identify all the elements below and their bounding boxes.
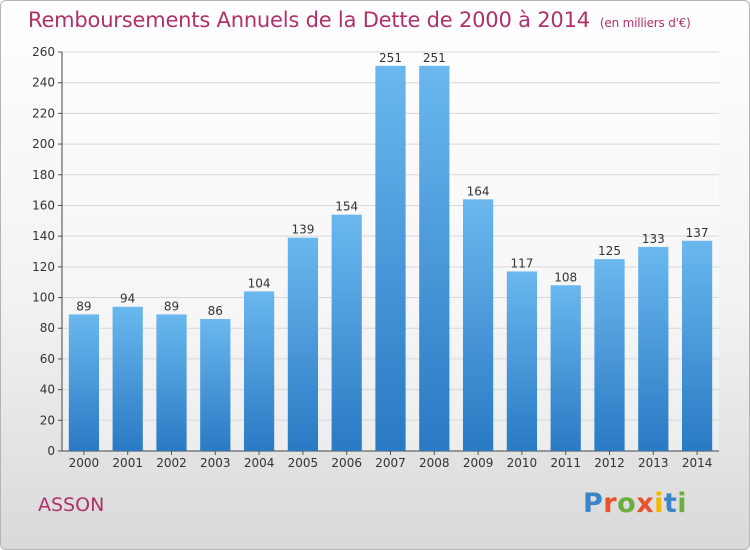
bar-2005	[287, 237, 319, 451]
data-label: 89	[76, 299, 91, 313]
x-tick-label: 2003	[200, 456, 231, 470]
data-label: 117	[510, 256, 533, 270]
x-tick-label: 2010	[507, 456, 538, 470]
bar-2000	[68, 314, 100, 451]
logo-letter: P	[583, 488, 604, 519]
data-label: 104	[248, 276, 271, 290]
y-tick-label: 80	[40, 321, 55, 335]
x-tick-label: 2005	[288, 456, 319, 470]
bar-2011	[550, 285, 581, 451]
data-label: 86	[208, 304, 223, 318]
bar-2001	[112, 306, 143, 451]
y-tick-label: 240	[32, 76, 55, 90]
y-tick-label: 220	[32, 106, 55, 120]
x-tick-label: 2013	[638, 456, 669, 470]
x-tick-label: 2007	[375, 456, 406, 470]
x-tick-label: 2004	[244, 456, 275, 470]
data-label: 133	[642, 232, 665, 246]
data-label: 154	[335, 200, 358, 214]
logo-letter: t	[663, 488, 678, 519]
logo-letter: o	[617, 488, 637, 519]
commune-name: ASSON	[38, 494, 105, 516]
bar-2013	[638, 246, 669, 451]
plot-area: 0 20 40 60 80 100 120 140 160 180 200 220 240 260 89 20…	[32, 45, 719, 470]
data-label: 125	[598, 244, 621, 258]
y-tick-label: 160	[32, 198, 55, 212]
chart-title: Remboursements Annuels de la Dette de 20…	[28, 8, 691, 32]
chart-title-text: Remboursements Annuels de la Dette de 20…	[28, 8, 590, 32]
data-label: 251	[379, 51, 402, 65]
y-tick-label: 60	[40, 352, 55, 366]
y-tick-label: 120	[32, 260, 55, 274]
y-tick-label: 100	[32, 291, 55, 305]
logo-letter: i	[677, 488, 688, 519]
logo-letter: i	[654, 488, 664, 519]
bar-2010	[506, 271, 538, 451]
bar-2008	[419, 65, 450, 452]
x-tick-label: 2009	[463, 456, 494, 470]
bar-2007	[375, 65, 406, 452]
proxiti-logo: Proxiti	[583, 488, 687, 519]
data-label: 139	[291, 223, 314, 237]
bar-2014	[681, 240, 713, 451]
data-label: 108	[554, 270, 577, 284]
x-tick-label: 2006	[331, 456, 362, 470]
logo-letter: r	[603, 488, 618, 519]
y-tick-label: 20	[40, 413, 55, 427]
y-tick-label: 40	[40, 383, 55, 397]
data-label: 89	[164, 299, 179, 313]
x-tick-label: 2008	[419, 456, 450, 470]
bar-2004	[243, 291, 275, 451]
logo-letter: x	[636, 488, 655, 519]
bar-2002	[156, 314, 187, 451]
x-tick-label: 2001	[112, 456, 143, 470]
x-tick-label: 2012	[594, 456, 625, 470]
bar-2003	[200, 319, 231, 451]
y-tick-label: 180	[32, 168, 55, 182]
bar-2012	[594, 259, 625, 451]
data-label: 137	[686, 226, 709, 240]
x-tick-label: 2002	[156, 456, 187, 470]
data-label: 94	[120, 292, 135, 306]
data-label: 164	[467, 184, 490, 198]
x-tick-label: 2014	[682, 456, 713, 470]
bar-2006	[331, 214, 362, 451]
y-tick-label: 200	[32, 137, 55, 151]
x-tick-label: 2011	[550, 456, 581, 470]
data-label: 251	[423, 51, 446, 65]
x-tick-label: 2000	[69, 456, 100, 470]
y-tick-label: 260	[32, 45, 55, 59]
y-tick-label: 140	[32, 229, 55, 243]
unit-note: (en milliers d'€)	[599, 16, 691, 30]
y-tick-label: 0	[47, 444, 55, 458]
bar-2009	[462, 199, 494, 451]
